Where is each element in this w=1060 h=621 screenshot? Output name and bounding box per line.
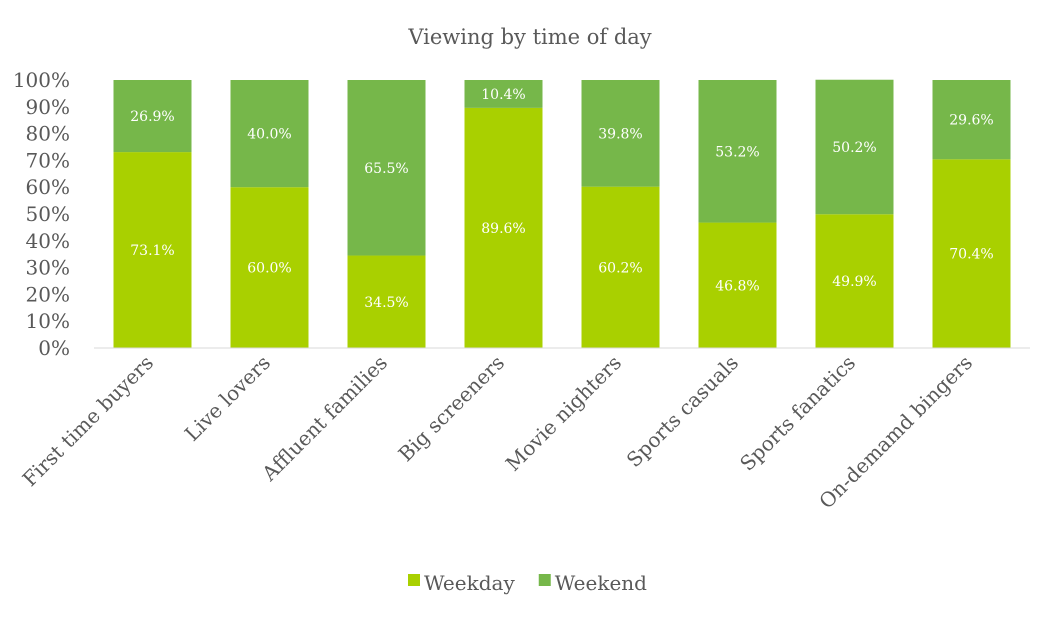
legend-label: Weekend <box>555 571 647 595</box>
data-label: 70.4% <box>949 247 993 263</box>
y-axis: 0% 10% 20%30% 40% 50% 60% 70%80% 90% 100% <box>13 68 70 360</box>
y-tick-label: 90% <box>26 95 70 119</box>
data-label: 40.0% <box>247 127 291 143</box>
x-tick-label: Big screeners <box>393 351 509 467</box>
y-tick-label: 100% <box>13 68 70 92</box>
bar-segment-weekday <box>113 152 192 348</box>
y-tick-label: 80% <box>26 122 70 146</box>
x-tick-label: Sports fanatics <box>735 351 860 476</box>
y-tick-label: 40% <box>26 229 70 253</box>
data-label: 89.6% <box>481 221 525 237</box>
legend-swatch <box>538 574 551 586</box>
bar-segment-weekend <box>347 80 426 256</box>
data-label: 46.8% <box>715 278 759 294</box>
y-tick-label: 10% <box>26 309 70 333</box>
y-tick-label: 60% <box>26 175 70 199</box>
x-tick-label: First time buyers <box>18 351 159 492</box>
x-tick-label: Movie nighters <box>501 351 626 476</box>
bar-segment-weekday <box>815 214 894 348</box>
legend-swatch <box>408 574 420 586</box>
bar-segment-weekend <box>932 80 1011 160</box>
y-tick-label: 30% <box>26 256 70 280</box>
x-tick-label: Sports casuals <box>622 351 743 472</box>
legend: Weekday Weekend <box>408 571 647 595</box>
data-label: 73.1% <box>130 243 174 259</box>
bar-segment-weekend <box>464 80 543 108</box>
data-label: 60.2% <box>598 260 642 276</box>
data-label: 39.8% <box>598 126 642 142</box>
bar-segment-weekday <box>464 107 543 348</box>
bar-segment-weekday <box>698 222 777 348</box>
bar-segment-weekend <box>230 80 309 188</box>
bar-segment-weekend <box>581 80 660 187</box>
data-label: 65.5% <box>364 161 408 177</box>
data-label: 10.4% <box>481 87 525 103</box>
y-tick-label: 0% <box>38 336 70 360</box>
data-label: 60.0% <box>247 261 291 277</box>
legend-label: Weekday <box>424 571 515 595</box>
y-tick-label: 70% <box>26 148 70 172</box>
data-label: 53.2% <box>715 144 759 160</box>
bar-segment-weekend <box>113 80 192 153</box>
x-tick-label: Live lovers <box>180 351 275 446</box>
data-label: 26.9% <box>130 109 174 125</box>
bar-segment-weekday <box>230 187 309 348</box>
data-label: 49.9% <box>832 274 876 290</box>
bar-segment-weekday <box>581 186 660 348</box>
bar-segment-weekend <box>815 79 894 215</box>
data-label: 34.5% <box>364 295 408 311</box>
x-tick-label: Affluent families <box>257 351 392 486</box>
bar-segment-weekday <box>347 255 426 348</box>
bar-segment-weekend <box>698 80 777 223</box>
y-tick-label: 20% <box>26 282 70 306</box>
bars: 73.1% 26.9% 60.0% 40.0% 34.5% 65.5% 89.6% 10.4%… <box>113 79 1011 348</box>
chart-title: Viewing by time of day <box>407 25 651 49</box>
data-label: 29.6% <box>949 113 993 129</box>
bar-segment-weekday <box>932 159 1011 348</box>
y-tick-label: 50% <box>26 202 70 226</box>
data-label: 50.2% <box>832 140 876 156</box>
